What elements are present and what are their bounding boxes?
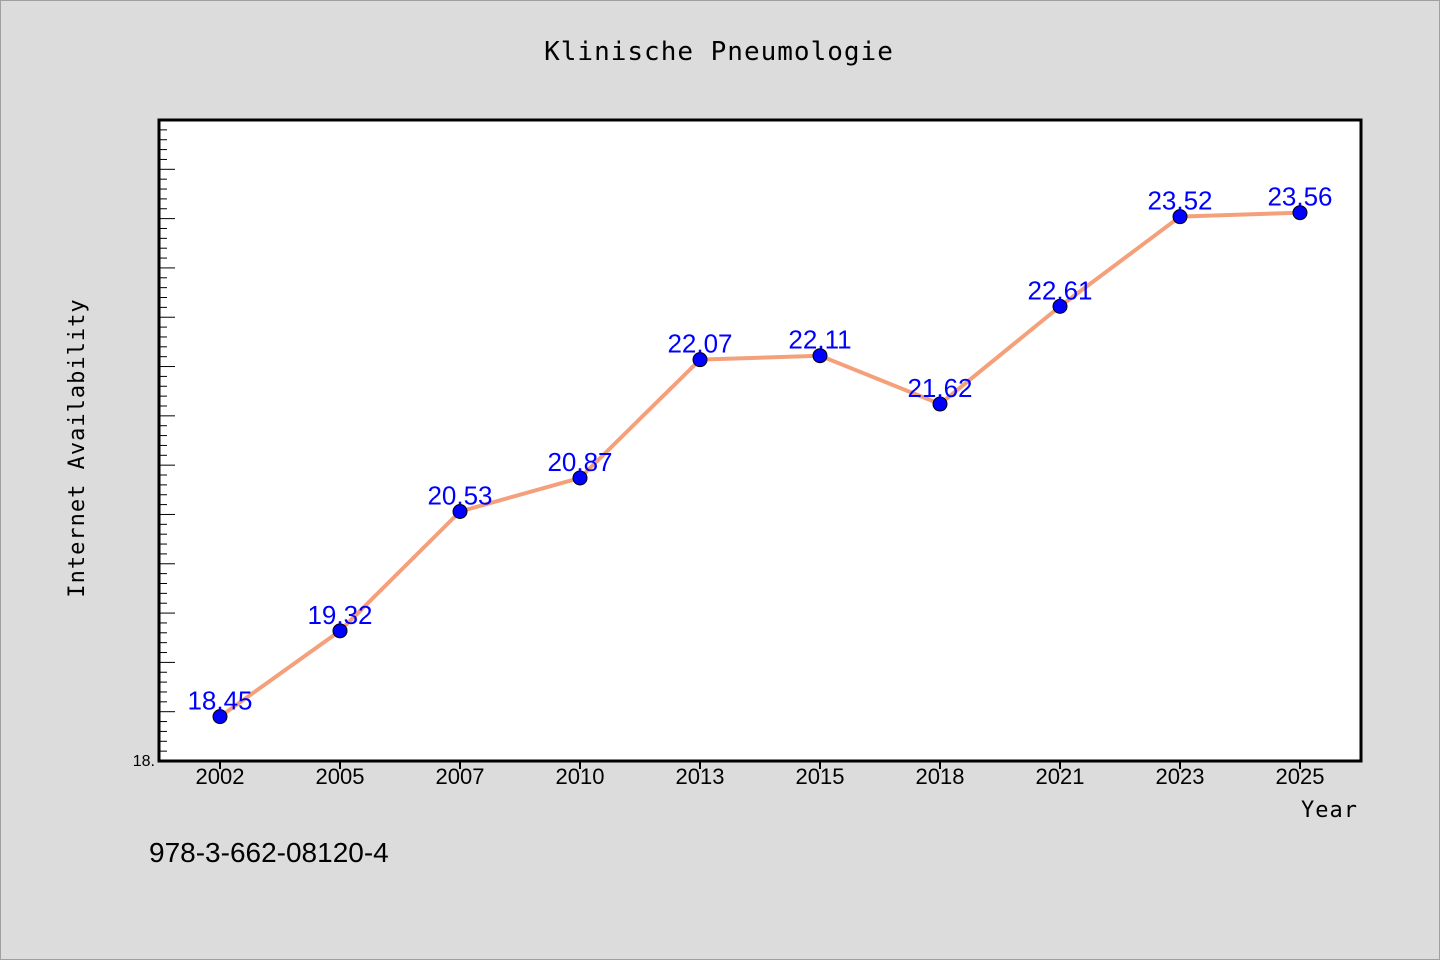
x-tick-label: 2021 bbox=[1036, 764, 1085, 789]
data-value-label: 19.32 bbox=[307, 600, 372, 630]
y-axis-label: Internet Availability bbox=[65, 298, 90, 597]
data-markers bbox=[212, 205, 1308, 725]
data-point-marker bbox=[1052, 298, 1068, 314]
data-value-label: 23.52 bbox=[1147, 186, 1212, 216]
series-line-group bbox=[218, 210, 1302, 719]
data-value-label: 22.11 bbox=[788, 325, 851, 355]
data-point-marker bbox=[1292, 205, 1308, 221]
data-point-marker bbox=[332, 623, 348, 639]
data-point-marker bbox=[812, 348, 828, 364]
x-tick-label: 2005 bbox=[316, 764, 365, 789]
data-point-marker bbox=[932, 396, 948, 412]
data-value-label: 18.45 bbox=[187, 686, 252, 716]
x-axis-label: Year bbox=[1301, 798, 1358, 823]
y-tick-label: 18. bbox=[133, 753, 155, 770]
data-value-label: 20.87 bbox=[547, 447, 612, 477]
x-tick-label: 2015 bbox=[796, 764, 845, 789]
x-tick-label: 2010 bbox=[556, 764, 605, 789]
data-point-marker bbox=[692, 352, 708, 368]
data-value-label: 21.62 bbox=[907, 373, 972, 403]
x-tick-label: 2013 bbox=[676, 764, 725, 789]
plot-area bbox=[157, 118, 1363, 763]
y-axis-ticks bbox=[159, 129, 175, 752]
x-tick-label: 2007 bbox=[436, 764, 485, 789]
x-tick-label: 2023 bbox=[1156, 764, 1205, 789]
data-labels: 18.45 19.32 20.53 20.87 22.07 22.11 21.62 22.61… bbox=[187, 182, 1332, 716]
data-value-label: 22.07 bbox=[667, 329, 732, 359]
data-point-marker bbox=[212, 709, 228, 725]
data-value-label: 23.56 bbox=[1267, 182, 1332, 212]
data-point-marker bbox=[452, 504, 468, 520]
x-tick-label: 2025 bbox=[1276, 764, 1325, 789]
series-line bbox=[218, 210, 1302, 719]
chart-title: Klinische Pneumologie bbox=[544, 37, 894, 67]
isbn-text: 978-3-662-08120-4 bbox=[149, 837, 389, 868]
x-tick-label: 2002 bbox=[196, 764, 245, 789]
x-tick-label: 2018 bbox=[916, 764, 965, 789]
data-value-label: 22.61 bbox=[1027, 275, 1092, 305]
data-point-marker bbox=[1172, 209, 1188, 225]
data-point-marker bbox=[572, 470, 588, 486]
data-value-label: 20.53 bbox=[427, 481, 492, 511]
x-axis-ticks: 2002 2005 2007 2010 2013 2015 2018 2021 2023 2025 bbox=[196, 761, 1325, 789]
